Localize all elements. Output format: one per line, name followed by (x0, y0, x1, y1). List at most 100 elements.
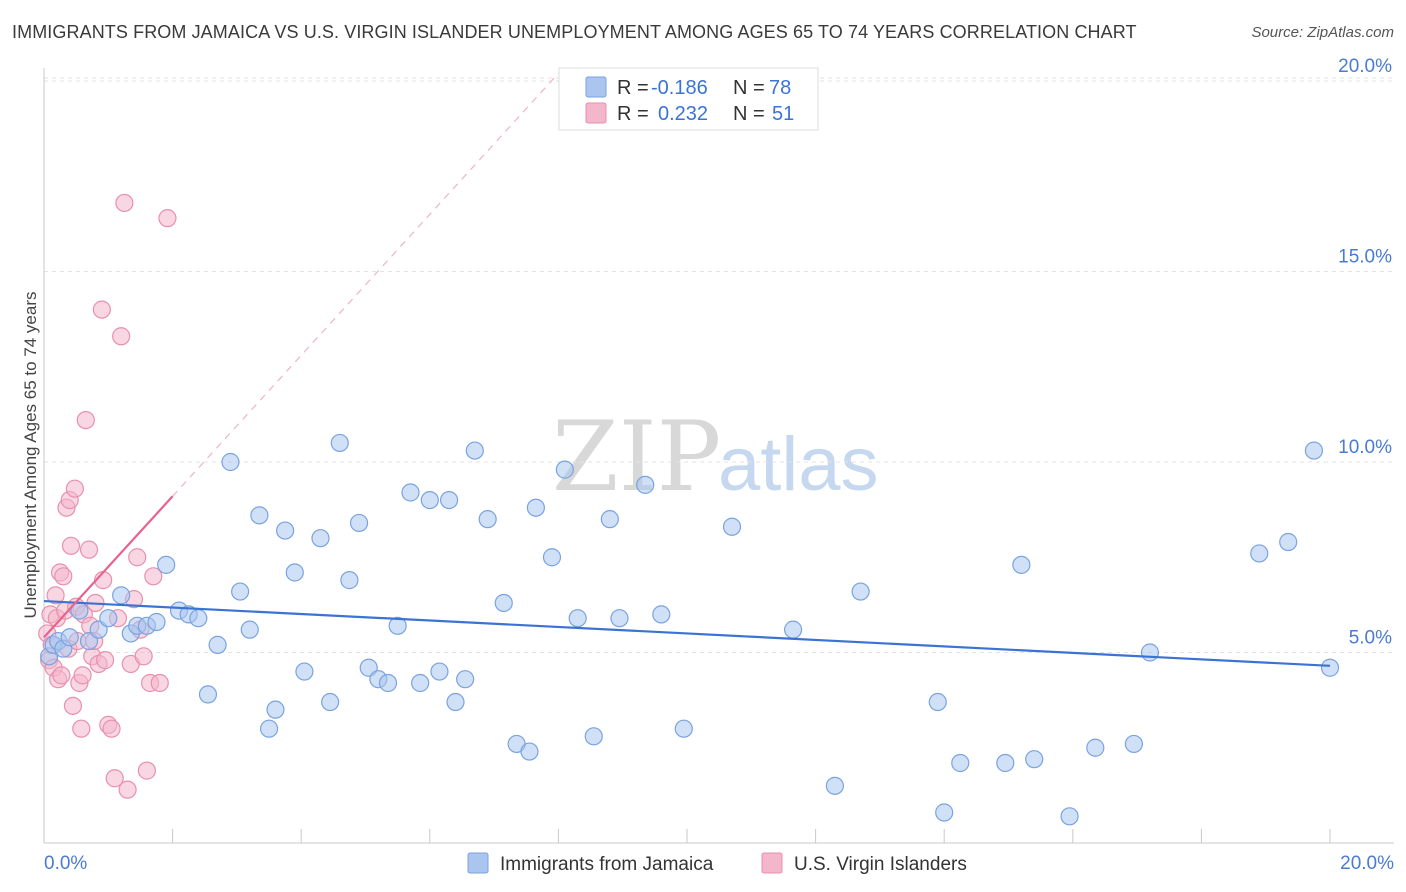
data-point (526, 498, 545, 517)
data-point (112, 586, 131, 605)
y-tick-label: 10.0% (1338, 437, 1392, 458)
gridlines: 5.0% 10.0% 15.0% 20.0% (44, 56, 1394, 653)
data-point (105, 769, 124, 788)
legend-r-value-2: 0.232 (658, 103, 708, 125)
trend-line-virgin-islanders (43, 495, 174, 639)
data-point (115, 193, 134, 213)
data-point (52, 666, 71, 685)
x-axis-ticks (43, 829, 1331, 843)
data-point (1140, 643, 1160, 662)
series-legend: Immigrants from Jamaica U.S. Virgin Isla… (467, 852, 967, 875)
data-point (610, 609, 629, 628)
watermark-atlas: atlas (718, 422, 879, 507)
stats-legend: R = -0.186 N = 78 R = 0.232 N = 51 (558, 67, 819, 131)
data-point (928, 692, 947, 712)
watermark-zip: ZIP (552, 401, 721, 513)
data-point (295, 662, 314, 681)
data-point (147, 612, 166, 632)
data-point (118, 780, 137, 799)
bottom-legend-label-jamaica: Immigrants from Jamaica (500, 854, 714, 875)
data-point (250, 506, 269, 525)
data-point (520, 742, 539, 761)
data-point (600, 510, 619, 529)
data-point (128, 548, 147, 567)
series-virgin-islanders (38, 193, 177, 799)
data-point (1250, 544, 1269, 563)
legend-swatch-pink (585, 102, 607, 124)
data-point (555, 460, 574, 479)
chart-title: IMMIGRANTS FROM JAMAICA VS U.S. VIRGIN I… (12, 22, 1137, 42)
data-point (259, 719, 279, 738)
data-point (60, 628, 79, 647)
data-point (92, 300, 111, 319)
data-point (144, 567, 163, 586)
data-point (1060, 807, 1079, 826)
data-point (150, 673, 169, 693)
data-point (340, 571, 359, 590)
series-jamaica (40, 433, 1340, 826)
data-point (76, 410, 95, 430)
data-point (1124, 734, 1143, 754)
data-point (494, 593, 513, 613)
data-point (430, 662, 449, 681)
data-point (102, 719, 121, 738)
data-point (158, 209, 177, 228)
data-point (79, 540, 99, 559)
data-point (63, 696, 83, 715)
data-point (652, 605, 671, 624)
data-point (349, 513, 369, 533)
data-point (321, 692, 340, 712)
data-point (1279, 532, 1298, 552)
data-point (1012, 555, 1031, 574)
data-point (72, 719, 91, 738)
data-point (446, 692, 465, 712)
data-point (285, 563, 304, 582)
y-tick-label: 20.0% (1338, 56, 1392, 77)
data-point (825, 776, 844, 795)
data-point (935, 803, 954, 822)
data-point (208, 635, 227, 654)
data-point (783, 620, 803, 639)
legend-r-label-1: R = (617, 77, 649, 99)
data-point (439, 491, 459, 510)
data-point (311, 529, 330, 548)
data-point (46, 586, 65, 605)
y-tick-label: 5.0% (1349, 628, 1392, 649)
data-point (99, 609, 118, 628)
data-point (378, 673, 398, 693)
data-point (851, 582, 870, 601)
data-point (137, 761, 156, 780)
data-point (134, 647, 153, 666)
data-point (722, 517, 742, 536)
legend-n-value-2: 51 (772, 103, 794, 125)
data-point (568, 609, 587, 628)
data-point (1025, 750, 1044, 769)
trend-lines (43, 72, 1331, 667)
data-point (276, 521, 295, 540)
data-point (996, 753, 1015, 773)
data-point (330, 433, 349, 453)
data-point (674, 719, 693, 738)
data-point (1320, 658, 1340, 677)
x-tick-label-min: 0.0% (44, 853, 87, 874)
data-point (240, 620, 259, 639)
data-point (266, 700, 285, 719)
data-point (584, 727, 603, 746)
trend-line-jamaica (43, 599, 1331, 667)
data-point (65, 479, 84, 498)
trend-extension-virgin-islanders (172, 72, 559, 497)
legend-r-value-1: -0.186 (651, 77, 708, 99)
data-point (465, 441, 484, 460)
data-point (636, 475, 655, 494)
data-point (112, 327, 131, 346)
legend-swatch-blue (585, 76, 607, 98)
bottom-legend-swatch-pink (761, 852, 783, 874)
data-point (388, 616, 407, 635)
data-point (1086, 738, 1105, 757)
legend-n-value-1: 78 (769, 77, 791, 99)
data-point (157, 555, 176, 574)
data-point (198, 685, 218, 704)
source-label: Source: ZipAtlas.com (1251, 24, 1394, 41)
y-axis-label: Unemployment Among Ages 65 to 74 years (21, 292, 40, 619)
